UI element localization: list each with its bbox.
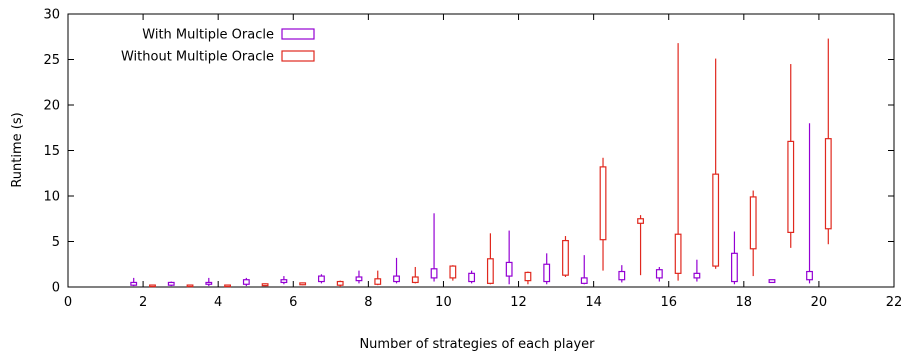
box	[824, 138, 832, 230]
y-tick-label: 20	[43, 99, 60, 114]
box	[393, 275, 400, 283]
x-tick-label: 18	[736, 295, 753, 310]
series-1	[130, 123, 813, 287]
box	[543, 263, 551, 283]
y-tick-label: 25	[43, 53, 60, 68]
box	[430, 268, 438, 279]
box	[768, 279, 776, 284]
x-tick-label: 8	[364, 295, 372, 310]
x-tick-label: 14	[585, 295, 602, 310]
box	[224, 284, 231, 288]
box	[336, 280, 344, 286]
y-tick-label: 30	[43, 8, 60, 23]
box	[280, 279, 288, 284]
box	[449, 265, 457, 279]
y-tick-label: 15	[43, 144, 60, 159]
x-tick-label: 22	[886, 295, 903, 310]
axes: 0 2 4 6 8 10 12 14 16 18 20 22 0 5 10 15 20 25 30	[43, 8, 902, 311]
box	[580, 277, 588, 284]
box	[731, 252, 738, 283]
series-2	[149, 38, 832, 288]
box	[562, 239, 569, 276]
box	[205, 281, 213, 285]
box	[242, 279, 250, 285]
x-tick-label: 10	[435, 295, 452, 310]
box	[167, 281, 175, 286]
box	[505, 261, 513, 277]
box	[149, 284, 156, 288]
box	[618, 270, 626, 281]
box	[674, 233, 682, 274]
y-tick-label: 10	[43, 190, 60, 205]
legend: With Multiple Oracle Without Multiple Ora…	[121, 28, 315, 65]
box	[806, 270, 813, 281]
box	[655, 269, 663, 279]
box	[524, 271, 532, 282]
box	[468, 272, 476, 283]
x-tick-label: 16	[660, 295, 677, 310]
box	[374, 278, 382, 285]
y-tick-label: 0	[52, 281, 60, 296]
x-tick-label: 4	[214, 295, 222, 310]
x-axis-label: Number of strategies of each player	[359, 337, 595, 352]
box	[712, 173, 720, 267]
x-tick-label: 0	[64, 295, 72, 310]
x-tick-label: 12	[510, 295, 527, 310]
box	[637, 218, 644, 224]
box	[411, 276, 419, 284]
x-tick-label: 20	[811, 295, 828, 310]
box	[299, 282, 307, 286]
box	[599, 166, 607, 241]
x-tick-label: 6	[289, 295, 297, 310]
x-tick-label: 2	[139, 295, 147, 310]
box	[130, 281, 138, 286]
box	[355, 276, 363, 282]
box	[693, 272, 701, 279]
box	[318, 275, 325, 283]
box	[486, 258, 494, 284]
box	[261, 283, 269, 287]
legend-label-2: Without Multiple Oracle	[121, 50, 274, 65]
y-axis-label: Runtime (s)	[10, 112, 25, 187]
box	[749, 196, 757, 250]
box	[186, 284, 194, 288]
y-tick-label: 5	[52, 235, 60, 250]
legend-swatch-1	[281, 28, 315, 40]
legend-label-1: With Multiple Oracle	[142, 28, 274, 43]
plot-area	[130, 38, 832, 288]
legend-swatch-2	[281, 50, 315, 62]
box	[787, 140, 795, 233]
